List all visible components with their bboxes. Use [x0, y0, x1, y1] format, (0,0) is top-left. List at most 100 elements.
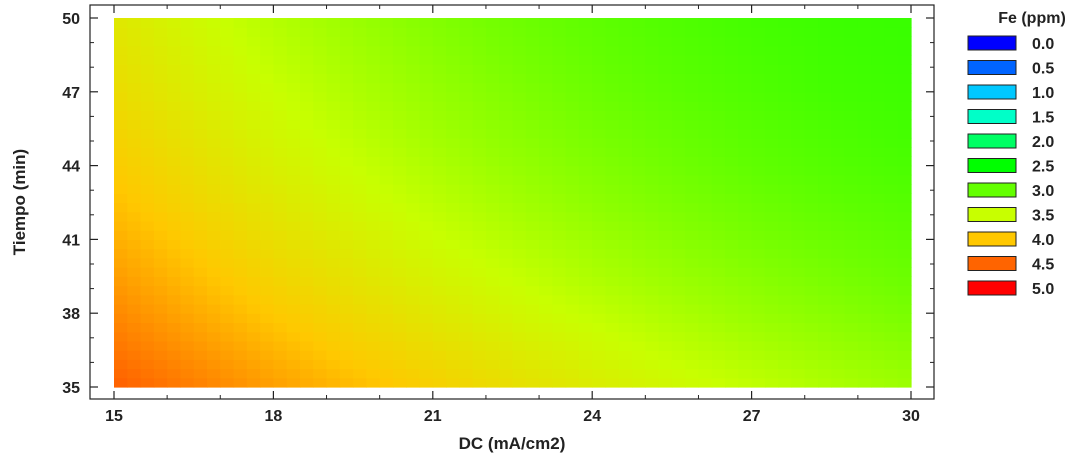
heatmap-cell: [871, 230, 886, 240]
heatmap-cell: [180, 174, 195, 185]
heatmap-cell: [392, 184, 407, 194]
heatmap-cell: [419, 331, 434, 342]
heatmap-cell: [167, 54, 182, 65]
heatmap-cell: [871, 82, 886, 93]
heatmap-cell: [432, 174, 447, 185]
heatmap-cell: [578, 322, 593, 333]
heatmap-cell: [260, 202, 274, 213]
heatmap-cell: [299, 368, 314, 379]
heatmap-cell: [791, 285, 806, 296]
heatmap-cell: [539, 193, 553, 204]
heatmap-cell: [140, 45, 155, 56]
y-tick-label: 38: [62, 306, 80, 323]
heatmap-cell: [685, 18, 700, 28]
heatmap-cell: [180, 110, 195, 121]
heatmap-cell: [592, 82, 607, 93]
heatmap-cell: [897, 202, 912, 213]
heatmap-cell: [246, 359, 261, 370]
heatmap-cell: [366, 156, 381, 167]
heatmap-cell: [260, 184, 274, 194]
heatmap-cell: [260, 331, 274, 342]
heatmap-cell: [220, 64, 235, 74]
heatmap-cell: [671, 27, 686, 38]
heatmap-cell: [578, 303, 593, 314]
heatmap-cell: [406, 45, 421, 56]
heatmap-cell: [539, 303, 553, 314]
heatmap-cell: [233, 27, 248, 38]
legend-swatch: [967, 256, 1017, 271]
heatmap-cell: [658, 285, 673, 296]
heatmap-cell: [246, 165, 261, 176]
heatmap-cell: [326, 137, 341, 148]
heatmap-cell: [499, 239, 514, 250]
heatmap-cell: [778, 119, 793, 130]
heatmap-cell: [658, 18, 673, 28]
heatmap-cell: [286, 27, 301, 38]
heatmap-cell: [140, 313, 155, 324]
heatmap-cell: [419, 174, 434, 185]
heatmap-cell: [339, 137, 354, 148]
heatmap-cell: [220, 156, 235, 167]
heatmap-cell: [193, 174, 208, 185]
heatmap-cell: [778, 184, 793, 194]
heatmap-cell: [167, 202, 182, 213]
heatmap-cell: [685, 174, 700, 185]
heatmap-cell: [645, 165, 660, 176]
heatmap-cell: [632, 193, 646, 204]
heatmap-cell: [459, 230, 474, 240]
heatmap-cell: [844, 303, 859, 314]
heatmap-cell: [419, 101, 434, 111]
heatmap-cell: [379, 267, 394, 277]
heatmap-cell: [406, 147, 421, 157]
heatmap-cell: [871, 239, 886, 250]
heatmap-cell: [260, 239, 274, 250]
heatmap-cell: [818, 202, 832, 213]
heatmap-cell: [671, 239, 686, 250]
heatmap-cell: [193, 211, 208, 222]
heatmap-cell: [658, 294, 673, 305]
heatmap-cell: [432, 368, 447, 379]
heatmap-cell: [446, 303, 460, 314]
heatmap-cell: [459, 368, 474, 379]
heatmap-cell: [897, 147, 912, 157]
heatmap-cell: [246, 313, 261, 324]
heatmap-cell: [738, 248, 753, 259]
heatmap-cell: [565, 147, 580, 157]
heatmap-cell: [897, 368, 912, 379]
heatmap-cell: [193, 248, 208, 259]
heatmap-cell: [432, 64, 447, 74]
heatmap-cell: [831, 313, 846, 324]
heatmap-cell: [645, 91, 660, 102]
heatmap-cell: [791, 73, 806, 84]
heatmap-cell: [605, 128, 620, 139]
heatmap-cell: [339, 377, 354, 388]
heatmap-cell: [353, 322, 367, 333]
heatmap-cell: [645, 368, 660, 379]
heatmap-cell: [127, 377, 142, 388]
heatmap-cell: [339, 202, 354, 213]
heatmap-cell: [366, 193, 381, 204]
heatmap-cell: [432, 101, 447, 111]
heatmap-cell: [804, 230, 819, 240]
heatmap-cell: [419, 322, 434, 333]
heatmap-cell: [193, 313, 208, 324]
heatmap-cell: [286, 45, 301, 56]
heatmap-cell: [658, 91, 673, 102]
heatmap-cell: [286, 285, 301, 296]
heatmap-cell: [818, 119, 832, 130]
heatmap-cell: [206, 64, 221, 74]
y-tick-label: 35: [62, 380, 80, 397]
heatmap-cell: [432, 303, 447, 314]
heatmap-cell: [326, 174, 341, 185]
heatmap-cell: [884, 248, 899, 259]
heatmap-cell: [871, 202, 886, 213]
legend-label: 2.5: [1032, 159, 1054, 176]
heatmap-cell: [632, 239, 646, 250]
heatmap-cell: [127, 156, 142, 167]
heatmap-cell: [459, 322, 474, 333]
heatmap-cell: [140, 36, 155, 47]
heatmap-cell: [153, 303, 168, 314]
heatmap-cell: [326, 184, 341, 194]
heatmap-cell: [246, 137, 261, 148]
heatmap-cell: [605, 340, 620, 351]
